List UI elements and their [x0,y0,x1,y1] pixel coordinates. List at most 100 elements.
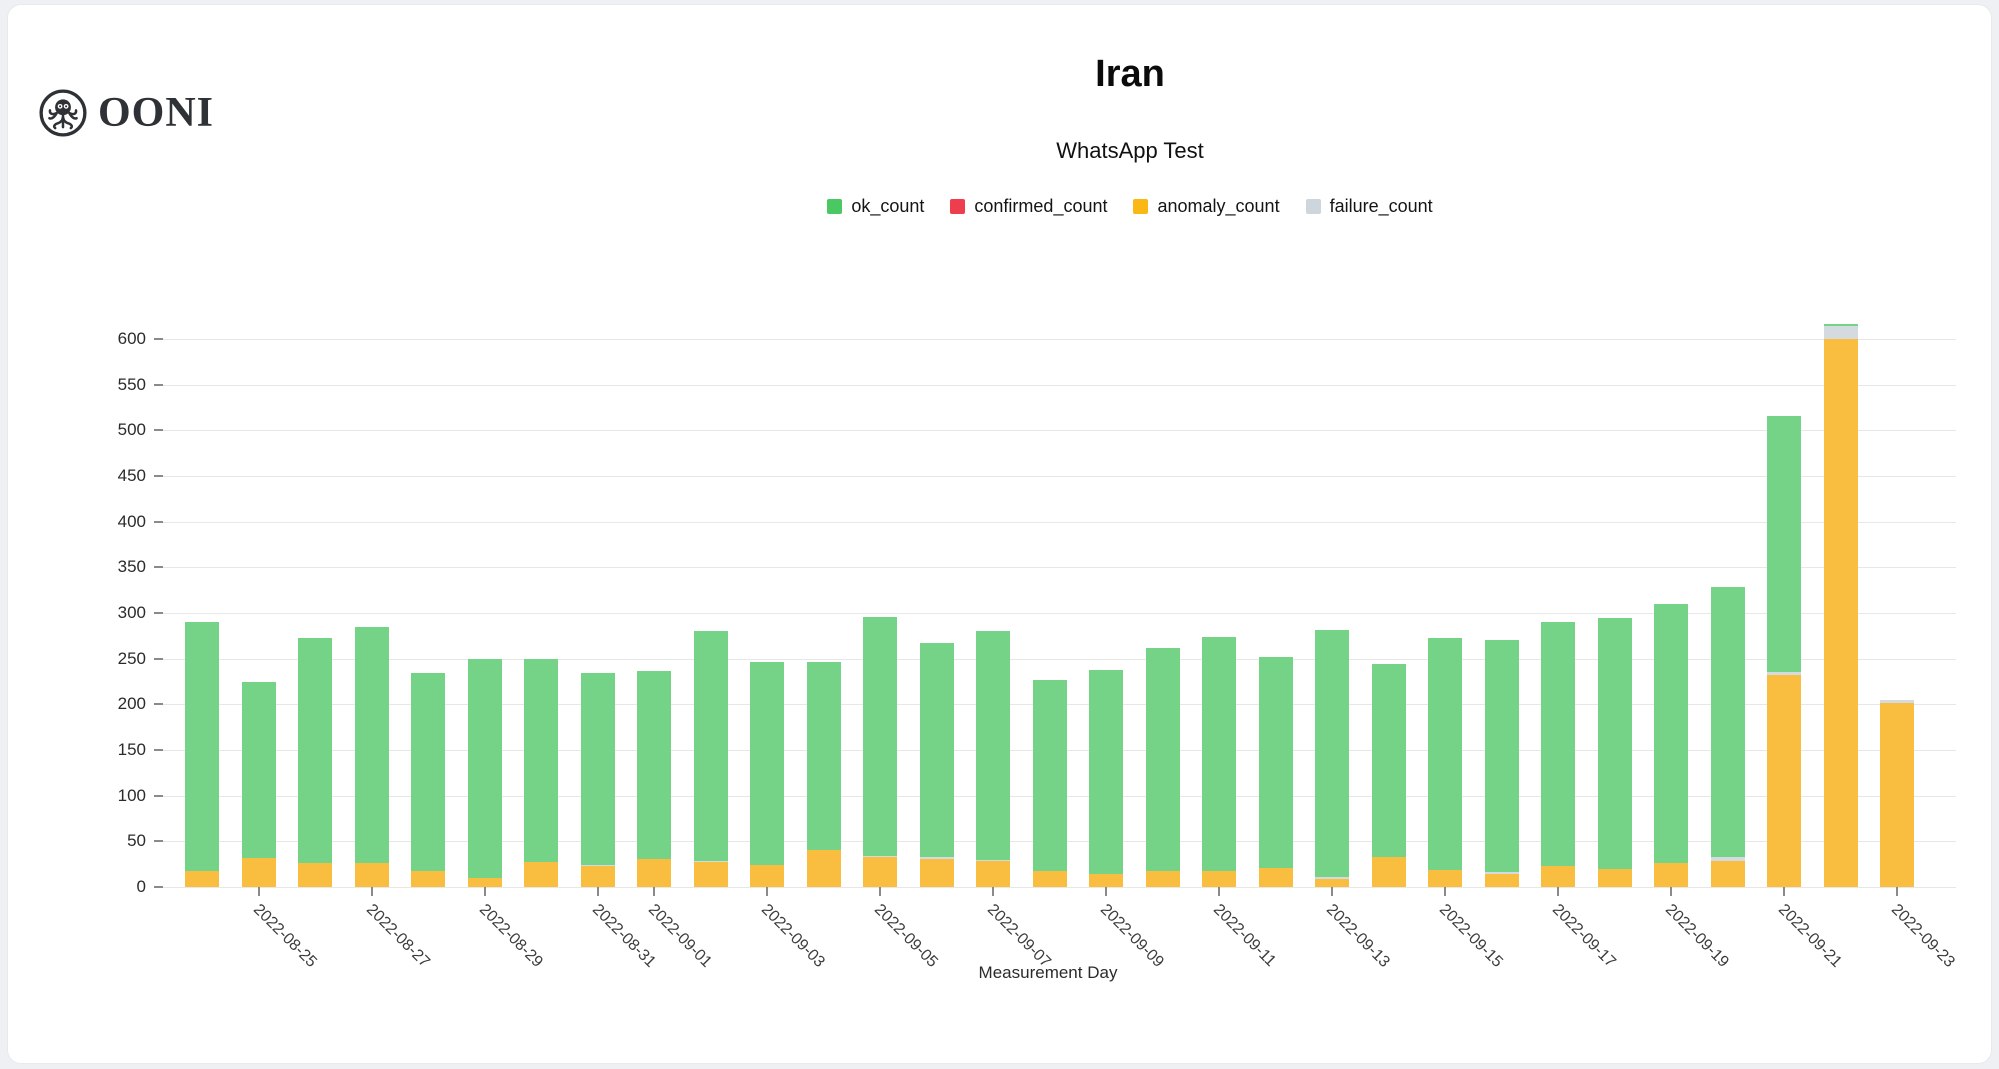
bar-2022-09-09[interactable] [1089,669,1123,887]
bar-2022-09-11[interactable] [1202,636,1236,887]
bar-2022-08-30[interactable] [524,658,558,887]
chart-subtitle: WhatsApp Test [1056,138,1204,163]
x-tick-label-2022-09-15: 2022-09-15 [1435,901,1506,971]
bar-segment-ok_count [637,670,671,859]
legend-label-anomaly_count: anomaly_count [1157,196,1280,216]
bar-segment-ok_count [467,658,502,878]
bar-2022-09-17[interactable] [1541,622,1575,887]
legend-swatch-confirmed_count [950,199,966,214]
bar-2022-08-31[interactable] [580,673,615,887]
ooni-octopus-icon [39,89,87,137]
bar-2022-09-05[interactable] [863,616,897,887]
bar-2022-09-04[interactable] [806,662,841,887]
x-tick-label-2022-09-23: 2022-09-23 [1887,901,1958,971]
x-tick-mark-2022-08-25 [257,887,260,896]
x-tick-mark-2022-09-15 [1444,887,1446,896]
y-tick-label-450: 450 [117,466,146,485]
bar-2022-09-18[interactable] [1597,618,1632,887]
bar-2022-08-29[interactable] [467,658,502,887]
bar-2022-09-10[interactable] [1145,647,1180,887]
bar-2022-09-15[interactable] [1428,637,1462,887]
bar-segment-anomaly_count [1597,868,1632,887]
x-tick-label-2022-09-17: 2022-09-17 [1548,901,1619,971]
x-tick-mark-2022-09-01 [653,887,655,896]
bar-2022-08-28[interactable] [411,673,445,887]
y-tick-mark-150 [154,749,163,751]
bar-2022-09-13[interactable] [1315,630,1349,887]
bar-segment-failure_count [1767,672,1801,676]
bar-2022-08-25[interactable] [241,682,276,887]
bar-2022-09-14[interactable] [1371,664,1406,887]
bar-2022-08-24[interactable] [185,622,219,887]
bar-segment-anomaly_count [411,871,445,887]
x-axis-title: Measurement Day [978,963,1118,982]
x-tick-label-2022-09-19: 2022-09-19 [1661,901,1732,971]
bar-segment-ok_count [1315,630,1349,877]
ooni-logo-text: OONI [98,90,215,136]
gridline-600 [163,339,1956,340]
bar-segment-ok_count [411,673,445,872]
bar-2022-09-19[interactable] [1654,603,1688,887]
bar-2022-09-16[interactable] [1484,640,1519,887]
y-tick-mark-300 [154,612,163,614]
bar-2022-09-21[interactable] [1767,415,1801,887]
bar-2022-09-23[interactable] [1880,699,1914,887]
y-tick-mark-100 [154,794,163,797]
bar-2022-09-06[interactable] [919,643,954,887]
y-tick-mark-600 [154,338,163,340]
bar-segment-ok_count [354,626,389,864]
legend-item-ok_count[interactable]: ok_count [827,196,924,217]
bar-2022-08-26[interactable] [298,637,332,887]
y-tick-mark-350 [154,566,163,569]
bar-segment-ok_count [580,673,615,866]
bar-2022-08-27[interactable] [354,626,389,887]
y-tick-label-300: 300 [117,603,146,622]
legend-item-failure_count[interactable]: failure_count [1305,196,1433,217]
bar-2022-09-12[interactable] [1258,656,1293,887]
bar-segment-anomaly_count [1880,703,1914,887]
y-tick-mark-200 [154,703,163,706]
x-tick-mark-2022-09-21 [1783,887,1785,896]
legend-item-confirmed_count[interactable]: confirmed_count [950,196,1107,217]
bar-2022-09-07[interactable] [976,631,1010,887]
gridline-250 [163,658,1956,660]
gridline-450 [163,476,1956,477]
bar-segment-failure_count [1823,326,1858,339]
bar-segment-anomaly_count [806,850,841,887]
chart-card: OONI Iran WhatsApp Test ok_count confirme… [7,4,1992,1064]
bar-segment-anomaly_count [693,862,728,887]
bar-segment-anomaly_count [1032,870,1067,887]
bar-2022-09-20[interactable] [1710,587,1745,887]
x-tick-mark-2022-09-07 [992,887,994,896]
bar-2022-09-02[interactable] [693,631,728,887]
x-tick-mark-2022-09-17 [1557,887,1559,896]
y-tick-mark-0 [154,886,163,888]
x-tick-label-2022-08-25: 2022-08-25 [249,901,320,971]
bar-2022-09-03[interactable] [750,662,784,887]
bar-segment-ok_count [524,658,558,863]
bar-segment-anomaly_count [750,865,784,887]
x-tick-label-2022-08-27: 2022-08-27 [362,901,433,971]
bar-2022-09-08[interactable] [1032,679,1067,887]
bar-segment-failure_count [1710,856,1745,862]
y-tick-label-150: 150 [117,740,146,759]
x-tick-mark-2022-08-31 [596,887,599,896]
x-tick-label-2022-08-29: 2022-08-29 [475,901,546,971]
bar-segment-ok_count [1484,640,1519,873]
bar-segment-anomaly_count [467,877,502,887]
bar-segment-ok_count [1145,647,1180,871]
x-tick-mark-2022-09-23 [1896,887,1898,896]
y-tick-mark-250 [154,657,163,660]
bar-2022-09-22[interactable] [1823,324,1858,887]
bar-segment-anomaly_count [580,865,615,887]
bar-segment-ok_count [1710,587,1745,857]
plot-area: 0 50 100 150 200 250 300 350 400 450 500 550 600 2022… [8,5,1991,1063]
gridline-300 [163,613,1956,614]
legend-item-anomaly_count[interactable]: anomaly_count [1133,196,1280,217]
y-tick-label-100: 100 [117,785,146,805]
y-tick-label-350: 350 [117,557,146,577]
y-tick-mark-50 [154,840,163,843]
legend-label-ok_count: ok_count [851,196,925,216]
bar-segment-ok_count [1258,656,1293,868]
bar-2022-09-01[interactable] [637,670,671,887]
